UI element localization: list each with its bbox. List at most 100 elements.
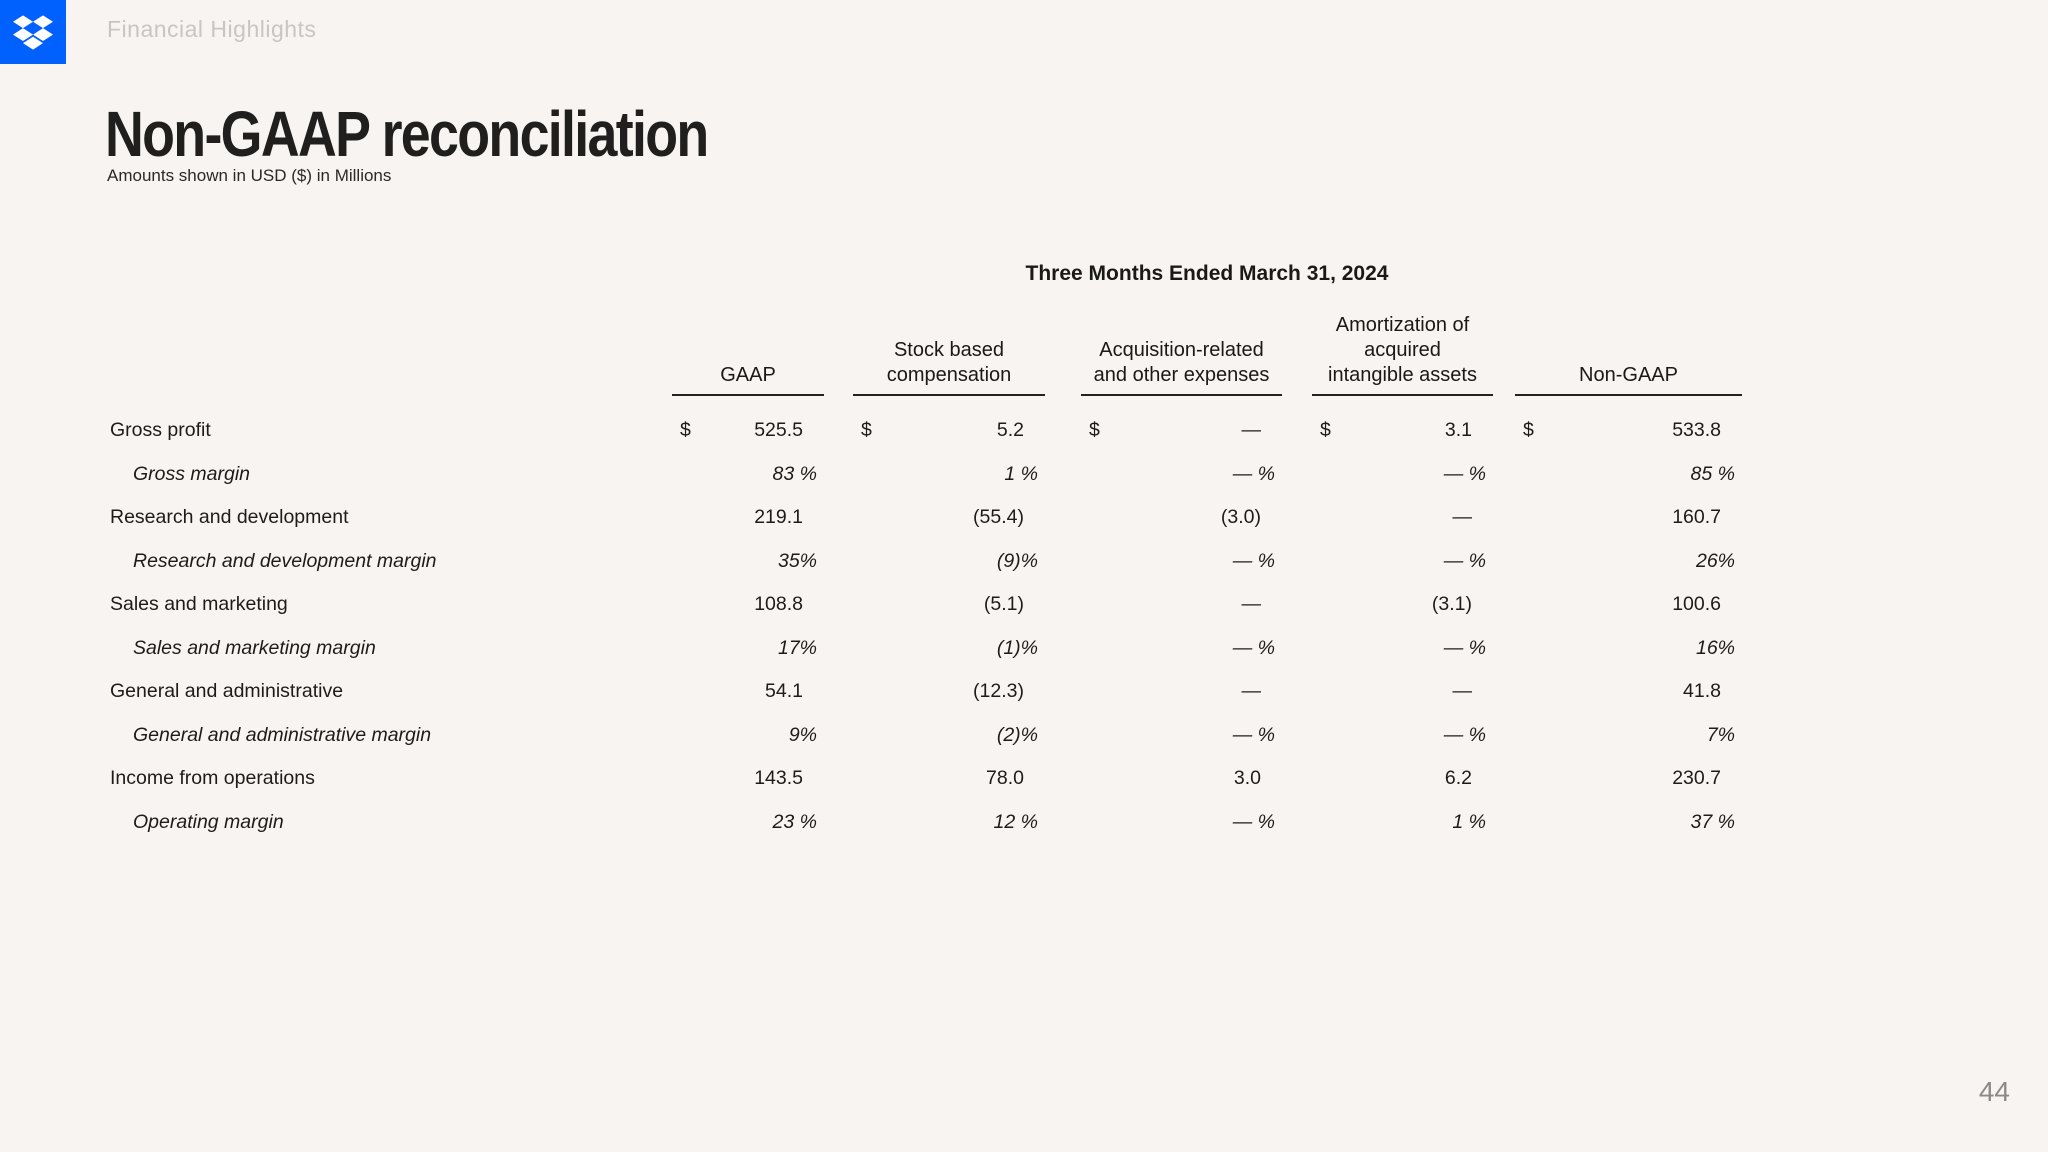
cell-value: 3.0: [1233, 767, 1261, 790]
cell-value: (3.0): [1220, 506, 1261, 529]
cell-value: 230.7: [1672, 767, 1721, 790]
dollar-sign: $: [680, 419, 691, 442]
table-cell: 1 %: [853, 463, 1045, 486]
cell-value: 35%: [777, 549, 817, 572]
table-cell: 85 %: [1515, 463, 1742, 486]
table-cell: 54.1: [672, 680, 824, 703]
table-row: General and administrative 54.1 (12.3) — — 41…: [110, 670, 1742, 714]
table-cell: 17%: [672, 637, 824, 660]
table-cell: 9%: [672, 724, 824, 747]
cell-value: 533.8: [1672, 419, 1721, 442]
cell-value: — %: [1232, 462, 1275, 485]
page-subtitle: Amounts shown in USD ($) in Millions: [107, 166, 392, 185]
cell-value: 6.2: [1444, 767, 1472, 790]
cell-value: 1 %: [1004, 462, 1038, 485]
cell-value: (12.3): [973, 680, 1024, 703]
table-row: Sales and marketing margin 17% (1)% — % — % 1…: [110, 627, 1742, 671]
row-label: Income from operations: [110, 767, 315, 790]
cell-value: 83 %: [772, 462, 817, 485]
cell-value: 1 %: [1452, 810, 1486, 833]
table-row: Research and development 219.1 (55.4) (3.0)…: [110, 496, 1742, 540]
row-label: Research and development: [110, 506, 349, 529]
cell-value: —: [1241, 680, 1262, 703]
dollar-sign: $: [861, 419, 872, 442]
column-header: GAAP: [672, 300, 824, 396]
cell-value: 17%: [777, 636, 817, 659]
column-header: Amortization of acquired intangible asse…: [1312, 300, 1493, 396]
cell-value: —: [1452, 680, 1473, 703]
table-row: Operating margin 23 % 12 % — % 1 % 37 %: [110, 801, 1742, 845]
table-cell: (9)%: [853, 550, 1045, 573]
table-cell: $5.2: [853, 419, 1045, 442]
column-header: Stock based compensation: [853, 300, 1045, 396]
row-label: General and administrative: [110, 680, 344, 703]
table-row: Gross margin 83 % 1 % — % — % 85 %: [110, 453, 1742, 497]
cell-value: —: [1241, 593, 1262, 616]
cell-value: 525.5: [754, 419, 803, 442]
cell-value: 37 %: [1690, 810, 1735, 833]
table-cell: —: [1312, 506, 1493, 529]
cell-value: (5.1): [983, 593, 1024, 616]
cell-value: 5.2: [996, 419, 1024, 442]
table-cell: —: [1081, 680, 1282, 703]
dropbox-logo[interactable]: [0, 0, 66, 64]
cell-value: — %: [1443, 636, 1486, 659]
row-label: Gross profit: [110, 419, 211, 442]
table-header-row: GAAP Stock based compensation Acquisition-…: [110, 300, 1742, 396]
cell-value: —: [1452, 506, 1473, 529]
table-cell: — %: [1312, 637, 1493, 660]
table-cell: 160.7: [1515, 506, 1742, 529]
dollar-sign: $: [1089, 419, 1100, 442]
cell-value: — %: [1232, 636, 1275, 659]
row-label: Gross margin: [133, 462, 251, 485]
row-label: Sales and marketing margin: [133, 636, 376, 659]
table-cell: — %: [1081, 637, 1282, 660]
table-cell: 108.8: [672, 593, 824, 616]
table-cell: 100.6: [1515, 593, 1742, 616]
cell-value: 160.7: [1672, 506, 1721, 529]
table-cell: $525.5: [672, 419, 824, 442]
cell-value: — %: [1232, 549, 1275, 572]
dollar-sign: $: [1523, 419, 1534, 442]
table-cell: 7%: [1515, 724, 1742, 747]
cell-value: 12 %: [993, 810, 1038, 833]
cell-value: 143.5: [754, 767, 803, 790]
table-cell: — %: [1081, 811, 1282, 834]
cell-value: 85 %: [1690, 462, 1735, 485]
row-label: Research and development margin: [133, 549, 437, 572]
page-title: Non-GAAP reconciliation: [105, 98, 709, 170]
cell-value: 219.1: [754, 506, 803, 529]
table-cell: — %: [1312, 463, 1493, 486]
table-cell: 143.5: [672, 767, 824, 790]
table-cell: (5.1): [853, 593, 1045, 616]
table-cell: (2)%: [853, 724, 1045, 747]
page-number: 44: [1978, 1076, 2010, 1107]
table-cell: — %: [1312, 724, 1493, 747]
cell-value: — %: [1232, 810, 1275, 833]
table-cell: 37 %: [1515, 811, 1742, 834]
cell-value: 78.0: [986, 767, 1024, 790]
cell-value: 3.1: [1444, 419, 1472, 442]
cell-value: 54.1: [765, 680, 803, 703]
table-cell: 219.1: [672, 506, 824, 529]
table-cell: (1)%: [853, 637, 1045, 660]
cell-value: 9%: [788, 723, 817, 746]
table-cell: $3.1: [1312, 419, 1493, 442]
table-cell: 6.2: [1312, 767, 1493, 790]
table-cell: — %: [1081, 724, 1282, 747]
table-cell: —: [1312, 680, 1493, 703]
table-cell: $ —: [1081, 419, 1282, 442]
cell-value: (3.1): [1431, 593, 1472, 616]
table-cell: 230.7: [1515, 767, 1742, 790]
cell-value: 16%: [1695, 636, 1735, 659]
cell-value: (1)%: [996, 636, 1038, 659]
table-cell: 78.0: [853, 767, 1045, 790]
table-cell: 12 %: [853, 811, 1045, 834]
table-row: Income from operations 143.5 78.0 3.0 6.2 230…: [110, 757, 1742, 801]
table-cell: 1 %: [1312, 811, 1493, 834]
table-period-header: Three Months Ended March 31, 2024: [1025, 262, 1389, 285]
table-cell: 35%: [672, 550, 824, 573]
table-cell: — %: [1081, 463, 1282, 486]
cell-value: 26%: [1695, 549, 1735, 572]
